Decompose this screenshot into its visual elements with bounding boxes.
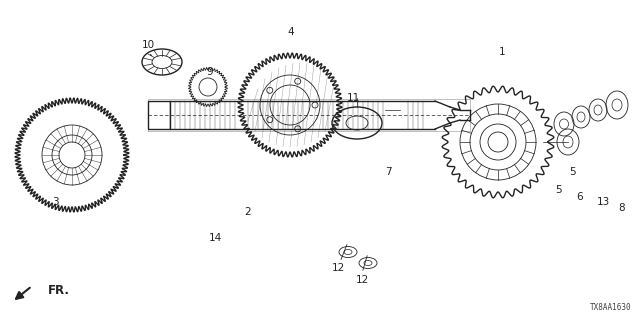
Text: FR.: FR. <box>48 284 70 297</box>
Text: TX8AA1630: TX8AA1630 <box>590 303 632 312</box>
Text: 7: 7 <box>385 167 391 177</box>
Text: 12: 12 <box>332 263 344 273</box>
Text: 5: 5 <box>569 167 575 177</box>
Text: 10: 10 <box>141 40 155 50</box>
Text: 14: 14 <box>209 233 221 243</box>
Text: 3: 3 <box>52 197 58 207</box>
Text: 9: 9 <box>207 67 213 77</box>
Text: 2: 2 <box>244 207 252 217</box>
Text: 13: 13 <box>596 197 610 207</box>
Text: 6: 6 <box>577 192 583 202</box>
Text: 8: 8 <box>619 203 625 213</box>
Text: 12: 12 <box>355 275 369 285</box>
Bar <box>148 101 170 129</box>
Text: 5: 5 <box>555 185 561 195</box>
Text: 4: 4 <box>288 27 294 37</box>
Text: 11: 11 <box>346 93 360 103</box>
Text: 1: 1 <box>499 47 506 57</box>
